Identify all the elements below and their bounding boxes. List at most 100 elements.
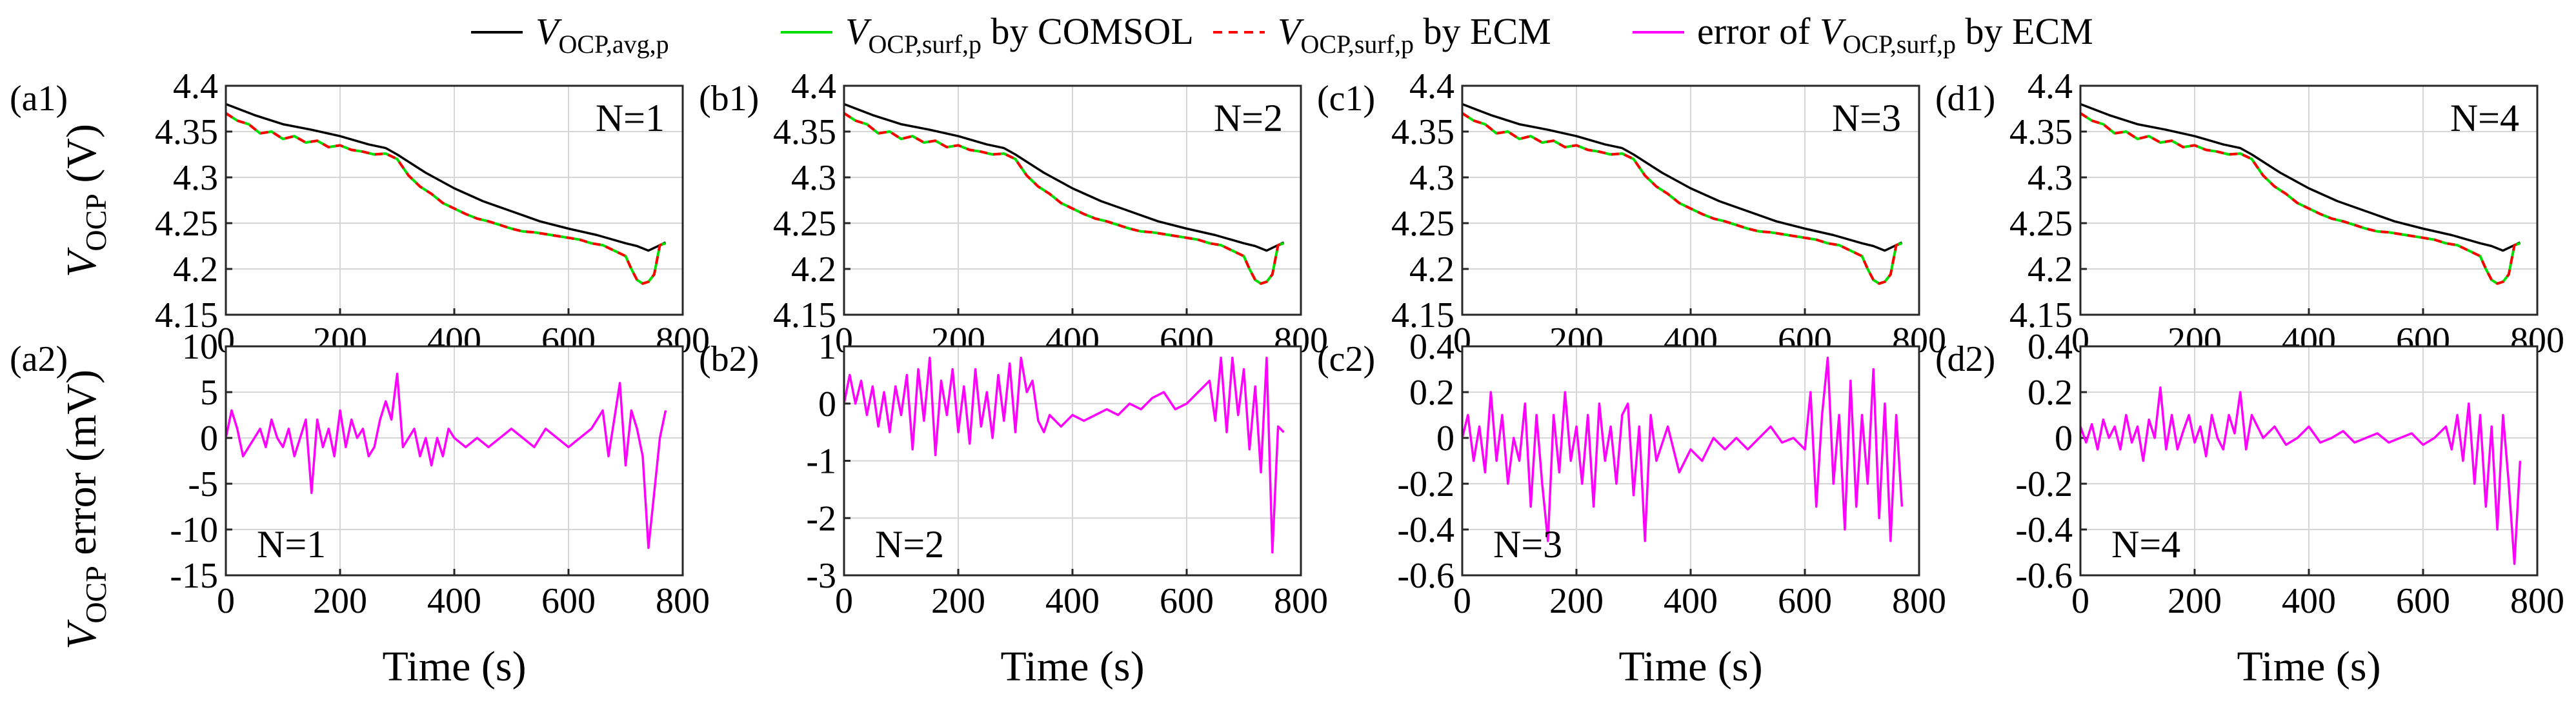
panel-label: (d1): [1935, 79, 1995, 119]
y-tick-label: 4.15: [773, 295, 836, 335]
y-axis-title-top: VOCP (V): [58, 124, 112, 277]
series-error-ecm: [2080, 386, 2522, 566]
n-label: N=3: [1832, 97, 1901, 139]
y-tick-label: 0.2: [1409, 373, 1454, 413]
x-tick-label: 400: [2282, 581, 2336, 621]
y-tick-label: 0.4: [2028, 327, 2073, 367]
panel-label: (b2): [699, 339, 759, 379]
x-axis-title: Time (s): [382, 643, 526, 690]
x-axis-title: Time (s): [1618, 643, 1762, 690]
series-error-ecm: [226, 372, 667, 550]
axes-frame: [225, 345, 684, 577]
y-tick-label: 4.25: [2009, 204, 2073, 244]
axes-frame: [2079, 84, 2539, 316]
x-tick-label: 800: [1274, 581, 1328, 621]
series-v-ocp-avg: [1462, 103, 1903, 252]
panel-label: (a2): [10, 339, 68, 379]
series-error-ecm: [1462, 357, 1904, 542]
x-tick-label: 200: [313, 581, 367, 621]
y-tick-label: 0.4: [1409, 327, 1454, 367]
y-tick-label: 4.15: [155, 295, 218, 335]
y-tick-label: 0: [200, 419, 218, 459]
y-tick-label: 10: [182, 327, 218, 367]
y-tick-label: -0.2: [2015, 464, 2073, 504]
y-tick-label: -2: [806, 499, 836, 539]
y-tick-label: 4.25: [773, 204, 836, 244]
x-tick-label: 600: [1160, 581, 1214, 621]
y-tick-label: 4.4: [2028, 66, 2073, 106]
y-tick-label: 4.4: [1409, 66, 1454, 106]
y-tick-label: 4.2: [1409, 250, 1454, 290]
n-label: N=2: [875, 523, 944, 566]
panel-label: (b1): [699, 79, 759, 119]
series-v-ocp-surf-ecm: [844, 112, 1285, 285]
y-tick-label: 0: [818, 384, 836, 424]
axes-frame: [1461, 345, 1920, 577]
y-tick-label: -0.6: [1397, 556, 1454, 596]
panel-b2: 0 200 400 600 800 -3 -2 -1 0 1 (b2) N=2: [699, 327, 1328, 621]
n-label: N=1: [257, 523, 326, 566]
y-tick-label: 4.35: [1391, 112, 1454, 152]
x-tick-label: 600: [541, 581, 596, 621]
axis-titles: VOCP (V) VOCP error (mV) Time (s) Time (s) T…: [58, 124, 2381, 690]
legend-avg-label: VOCP,avg,p: [536, 10, 669, 59]
legend-comsol-label: VOCP,surf,p by COMSOL: [845, 10, 1194, 59]
y-tick-label: 4.2: [2028, 250, 2073, 290]
y-tick-label: 4.15: [1391, 295, 1454, 335]
legend: VOCP,avg,p VOCP,surf,p by COMSOL VOCP,surf…: [471, 10, 2093, 59]
x-tick-label: 800: [656, 581, 710, 621]
x-tick-label: 800: [2510, 581, 2564, 621]
x-tick-label: 600: [2396, 581, 2450, 621]
legend-ecm-label: VOCP,surf,p by ECM: [1278, 10, 1551, 59]
y-tick-label: 0: [2055, 419, 2073, 459]
panel-label: (d2): [1935, 339, 1995, 379]
x-axis-title: Time (s): [2237, 643, 2380, 690]
x-tick-label: 0: [1453, 581, 1471, 621]
y-tick-label: 4.15: [2009, 295, 2073, 335]
y-tick-label: 0: [1436, 419, 1454, 459]
axes-frame: [843, 84, 1302, 316]
y-tick-label: 4.4: [173, 66, 218, 106]
legend-error-label: error of VOCP,surf,p by ECM: [1697, 10, 2093, 59]
n-label: N=2: [1214, 97, 1283, 139]
series-v-ocp-avg: [2080, 103, 2521, 252]
y-tick-label: 4.2: [791, 250, 836, 290]
y-tick-label: 4.35: [155, 112, 218, 152]
x-tick-label: 400: [427, 581, 481, 621]
y-tick-label: 4.35: [773, 112, 836, 152]
x-tick-label: 0: [217, 581, 235, 621]
axes-frame: [1461, 84, 1920, 316]
series-v-ocp-surf-ecm: [2080, 112, 2521, 285]
x-tick-label: 200: [931, 581, 985, 621]
y-tick-label: -0.2: [1397, 464, 1454, 504]
y-tick-label: 4.3: [173, 158, 218, 198]
x-tick-label: 800: [1892, 581, 1946, 621]
y-tick-label: 4.25: [155, 204, 218, 244]
y-tick-label: 5: [200, 373, 218, 413]
axes-frame: [843, 345, 1302, 577]
y-tick-label: -10: [170, 510, 218, 550]
panel-c2: 0 200 400 600 800 -0.6 -0.4 -0.2 0 0.2 0.4 (c2) N=3: [1317, 327, 1946, 621]
y-tick-label: 0.2: [2028, 373, 2073, 413]
y-tick-label: -1: [806, 442, 836, 482]
y-tick-label: 4.25: [1391, 204, 1454, 244]
panel-a2: 0 200 400 600 800 -15 -10 -5 0 5 10 (a2) N=1: [10, 327, 710, 621]
panel-label: (a1): [10, 79, 68, 119]
panel-label: (c1): [1317, 79, 1375, 119]
x-tick-label: 600: [1778, 581, 1832, 621]
y-tick-label: 1: [818, 327, 836, 367]
y-tick-label: 4.4: [791, 66, 836, 106]
panel-label: (c2): [1317, 339, 1375, 379]
n-label: N=4: [2111, 523, 2180, 566]
series-v-ocp-surf-ecm: [1462, 112, 1903, 285]
y-tick-label: 4.3: [1409, 158, 1454, 198]
y-tick-label: -3: [806, 556, 836, 596]
series-v-ocp-surf-ecm: [226, 112, 667, 285]
y-tick-label: 4.3: [791, 158, 836, 198]
y-tick-label: 4.2: [173, 250, 218, 290]
